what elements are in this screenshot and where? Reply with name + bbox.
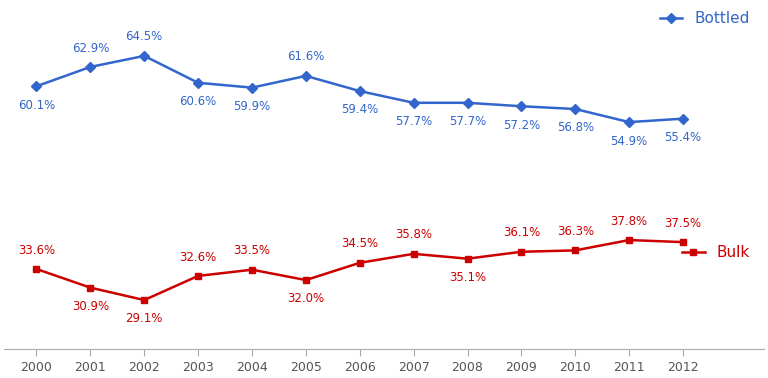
Text: 35.1%: 35.1%: [449, 271, 486, 284]
Text: 36.1%: 36.1%: [503, 226, 540, 239]
Text: 57.2%: 57.2%: [503, 119, 540, 132]
Text: 30.9%: 30.9%: [71, 300, 109, 313]
Text: 60.1%: 60.1%: [18, 99, 55, 112]
Text: 62.9%: 62.9%: [71, 42, 109, 54]
Text: 64.5%: 64.5%: [126, 31, 163, 43]
Text: 32.6%: 32.6%: [180, 251, 217, 263]
Text: 37.8%: 37.8%: [611, 215, 647, 228]
Text: 36.3%: 36.3%: [557, 225, 594, 238]
Text: 57.7%: 57.7%: [449, 115, 486, 128]
Text: 54.9%: 54.9%: [611, 135, 647, 147]
Text: 34.5%: 34.5%: [341, 237, 379, 250]
Text: 33.5%: 33.5%: [233, 244, 270, 257]
Text: 60.6%: 60.6%: [180, 95, 217, 108]
Text: 35.8%: 35.8%: [395, 228, 432, 242]
Text: 29.1%: 29.1%: [125, 313, 163, 325]
Text: 57.7%: 57.7%: [395, 115, 432, 128]
Text: 55.4%: 55.4%: [664, 131, 702, 144]
Text: 32.0%: 32.0%: [287, 293, 324, 305]
Text: 61.6%: 61.6%: [287, 51, 325, 64]
Text: 59.9%: 59.9%: [233, 100, 270, 113]
Text: 56.8%: 56.8%: [557, 121, 594, 135]
Text: 59.4%: 59.4%: [341, 104, 379, 116]
Text: 33.6%: 33.6%: [18, 243, 55, 257]
Legend: Bulk: Bulk: [676, 239, 756, 266]
Text: 37.5%: 37.5%: [664, 217, 702, 230]
